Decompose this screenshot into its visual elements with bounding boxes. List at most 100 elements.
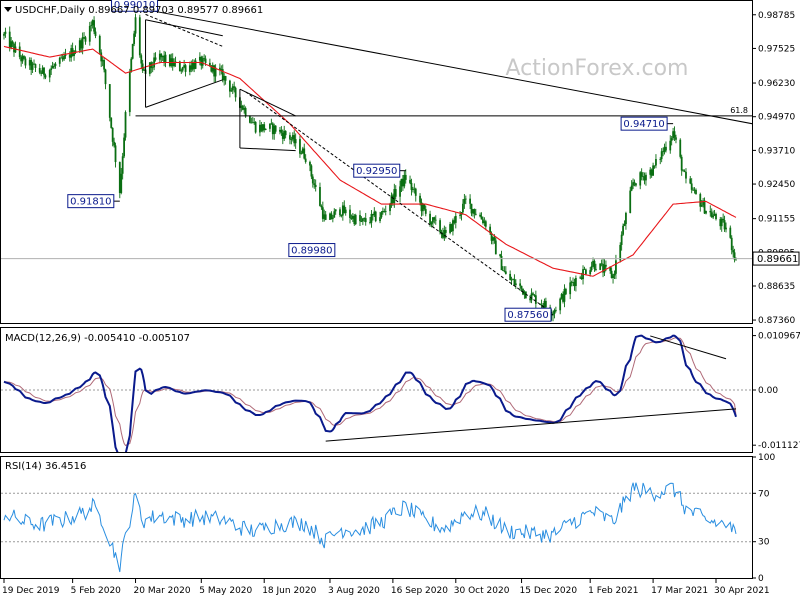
x-tick-label: 17 Mar 2021 [651,586,708,596]
candle-body [379,217,381,222]
candle-body [271,123,274,135]
triangle-lower-line [145,79,223,108]
candle-body [602,263,604,273]
flag-lower-line [239,147,296,152]
candle-body [464,198,467,200]
x-tick-label: 30 Apr 2021 [714,586,770,596]
candle-body [439,220,441,233]
candle-body [161,55,164,58]
candle-body [279,129,281,132]
candle-body [160,53,163,58]
candle-body [231,86,234,91]
candle-body [18,46,21,58]
watermark: ActionForex.com [506,56,689,81]
candle-body [194,60,197,69]
candle-body [454,215,457,223]
candle-body [204,58,207,63]
candle-body [283,130,286,139]
candle-body [430,222,433,225]
candle-body [121,156,124,174]
candle-body [43,67,45,76]
candle-body [314,184,317,188]
long-term-resistance-trendline [135,7,752,125]
annotation-label: 0.94710 [623,119,664,130]
candle-body [269,123,271,129]
candle-body [310,165,313,177]
candle-body [712,215,715,218]
candle-body [665,146,667,151]
candle-body [400,178,403,187]
candle-body [510,279,513,281]
candle-body [680,156,683,171]
candle-body [442,233,444,238]
rsi-tick-label: 30 [758,538,770,548]
candle-body [529,298,532,301]
candle-body [502,270,504,271]
candle-body [40,72,43,74]
collapse-triangle-icon[interactable] [4,7,12,12]
candle-body [675,137,677,140]
candle-body [20,57,23,62]
candle-body [151,67,154,69]
price-tick-label: 0.88635 [758,282,795,292]
candle-body [188,65,191,72]
candle-body [334,209,337,212]
candle-body [230,90,233,92]
macd-tick-label: 0.00 [758,386,778,396]
candle-body [380,212,383,218]
candle-body [270,123,273,125]
candle-body [31,63,34,70]
annotation-box [353,163,401,178]
candle-body [301,148,304,154]
candle-body [449,224,451,233]
candle-body [723,220,726,230]
annotation-label: 0.99010 [114,0,155,11]
price-annotation: 0.94710 [620,116,674,131]
candle-body [211,65,214,72]
candle-body [554,310,557,311]
candle-body [404,174,407,180]
candle-body [130,58,133,72]
candle-body [715,213,717,220]
candle-body [673,131,676,138]
candle-body [642,176,644,178]
candle-body [250,122,253,124]
candle-body [80,40,83,49]
candle-body [630,185,633,191]
macd-tick-label: 0.010967 [758,332,800,342]
annotation-label: 0.87560 [507,310,548,321]
candle-body [260,124,263,131]
candle-body [78,40,81,51]
candle-body [218,67,221,71]
candle-body [193,62,196,69]
candle-body [662,151,665,153]
candle-body [111,127,114,142]
candle-body [474,213,477,215]
annotation-label: 0.91810 [70,197,111,208]
candle-body [101,60,104,62]
candle-body [163,55,166,62]
candle-body [304,158,307,162]
candle-body [30,60,33,70]
candle-body [243,108,246,110]
candle-body [210,65,213,72]
x-tick-label: 16 Sep 2020 [391,586,448,596]
candle-body [28,60,31,66]
candle-body [389,203,391,212]
candle-body [13,43,15,53]
candle-body [164,54,167,62]
candle-body [64,54,67,56]
candle-body [592,260,594,267]
candle-body [108,84,111,118]
candle-body [595,268,597,270]
candle-body [564,288,567,295]
price-tick-label: 0.93710 [758,146,795,156]
candle-body [462,203,464,213]
macd-support-trendline [325,408,737,442]
macd-line [3,334,737,452]
candle-body [153,57,156,68]
candle-body [280,129,283,133]
candle-body [552,313,554,316]
candle-body [351,215,354,219]
candle-body [61,57,64,60]
